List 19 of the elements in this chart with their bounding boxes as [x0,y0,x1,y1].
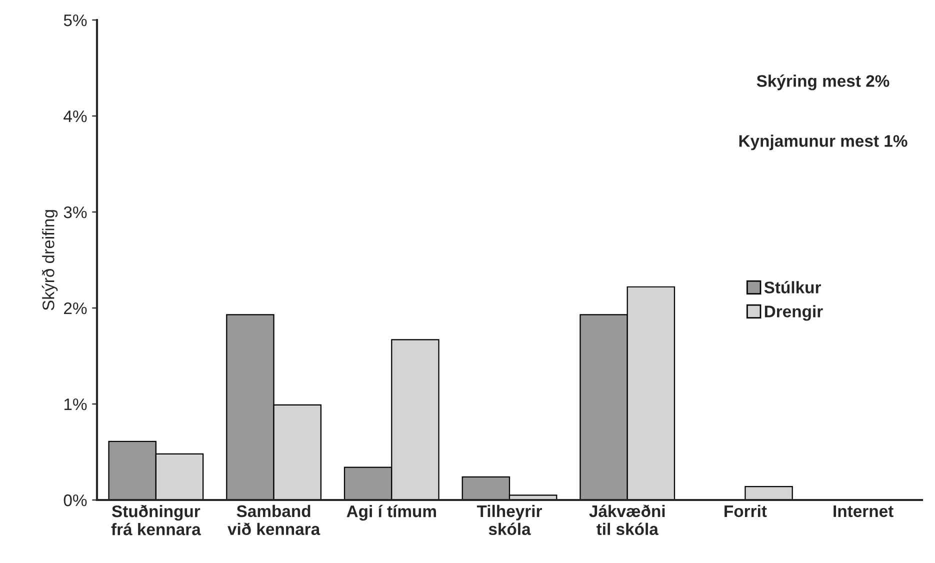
y-tick-label: 3% [64,206,87,218]
x-tick-label: Agi í tímum [346,504,436,521]
x-tick-label: Internet [834,505,894,518]
legend-label: Stúlkur [764,281,821,294]
y-tick-label: 0% [64,494,87,506]
bar [744,486,793,500]
y-axis-title: Skýrð dreifing [42,210,58,310]
legend-label: Drengir [764,305,823,321]
x-tick-label: Stuðningur frá kennara [111,504,201,536]
annotation: Kynjamunur mest 1% [739,134,908,150]
x-tick-label: Jákvæðni til skóla [589,504,665,536]
y-tick-label: 1% [64,398,87,410]
x-tick-label: Forrit [724,504,767,518]
y-tick-label: 4% [64,110,87,122]
y-tick-label: 5% [64,14,87,26]
y-tick-label: 2% [64,302,87,314]
x-tick-label: Tilheyrir skóla [476,504,542,536]
x-tick-label: Samband við kennara [228,504,320,536]
annotation: Skýring mest 2% [756,74,890,90]
